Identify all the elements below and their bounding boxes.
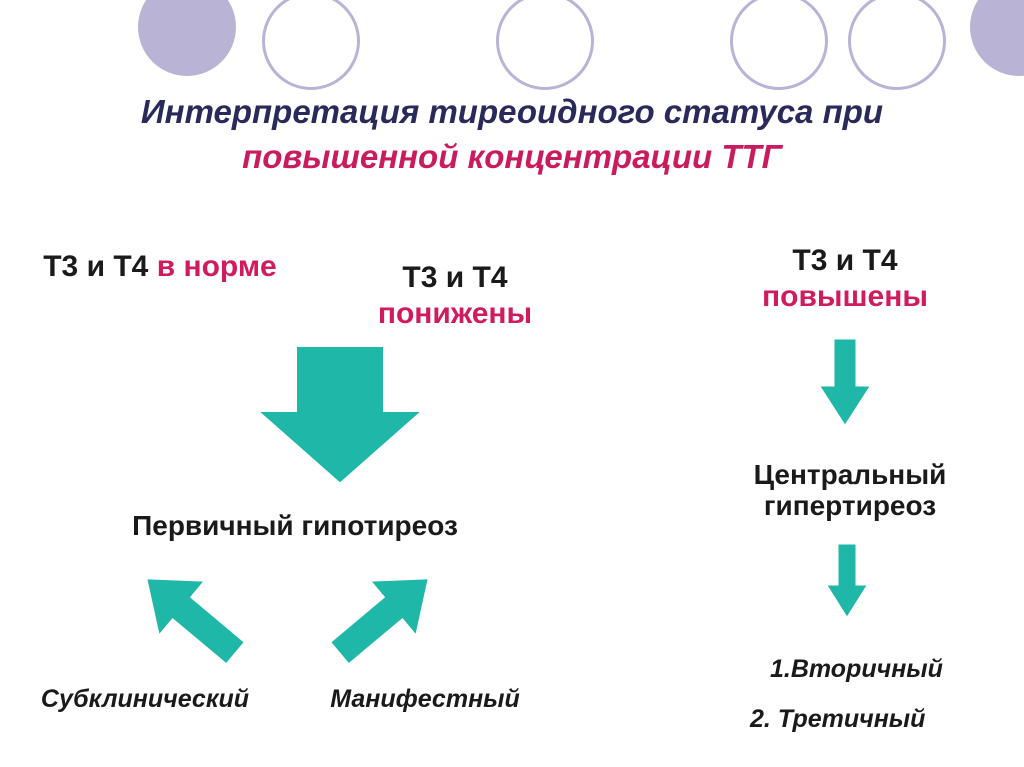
arrow-big-down [250, 340, 430, 495]
diagnosis-central: Центральный гипертиреоз [700, 460, 1000, 522]
group-left-status: в норме [148, 250, 276, 283]
group-center: Т3 и Т4 понижены [350, 260, 560, 332]
arrow-diag-right [310, 555, 460, 680]
diagnosis-tertiary: 2. Третичный [740, 705, 980, 734]
circle-outline-2 [496, 0, 594, 90]
diagnosis-primary: Первичный гипотиреоз [95, 510, 495, 542]
arrow-diag-left [115, 555, 265, 680]
circle-filled-right [970, 0, 1024, 76]
group-right-main: Т3 и Т4 [735, 243, 955, 279]
group-left: Т3 и Т4 в норме [20, 250, 300, 284]
diagnosis-manifest: Манифестный [305, 685, 545, 714]
arrow-small-down-central [822, 540, 872, 627]
group-right: Т3 и Т4 повышены [735, 243, 955, 315]
circle-outline-3 [730, 0, 828, 90]
circle-outline-4 [848, 0, 946, 90]
circle-filled-left [138, 0, 236, 76]
group-left-main: Т3 и Т4 [43, 250, 148, 283]
circle-outline-1 [262, 0, 360, 90]
diagnosis-secondary: 1.Вторичный [740, 655, 980, 684]
diagnosis-subclinical: Субклинический [15, 685, 275, 714]
group-center-status: понижены [350, 296, 560, 332]
slide-title: Интерпретация тиреоидного статуса при по… [50, 90, 974, 179]
title-line1: Интерпретация тиреоидного статуса при [50, 90, 974, 135]
group-right-status: повышены [735, 279, 955, 315]
title-line2: повышенной концентрации ТТГ [50, 135, 974, 180]
group-center-main: Т3 и Т4 [350, 260, 560, 296]
arrow-small-down-right [815, 335, 875, 435]
